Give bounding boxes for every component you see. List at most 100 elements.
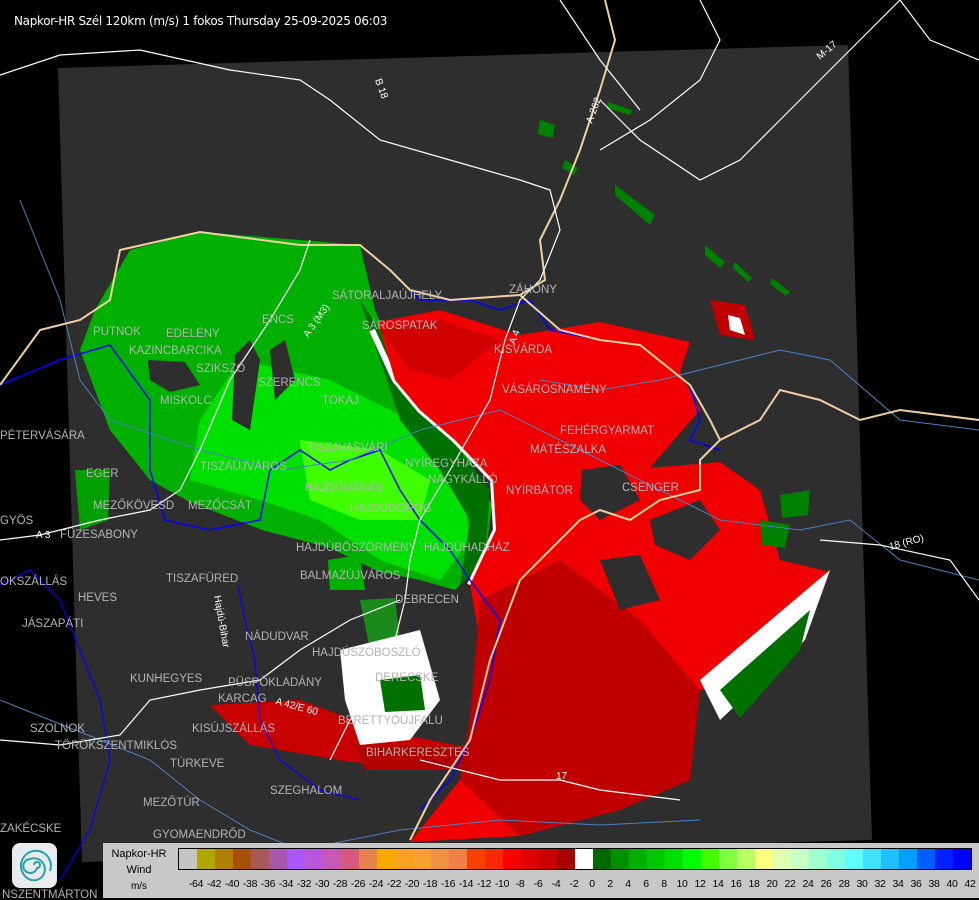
- legend-swatch: [395, 849, 413, 869]
- city-label: NYÍRBÁTOR: [506, 484, 573, 497]
- city-label: TÖRÖKSZENTMIKLÓS: [55, 739, 177, 752]
- legend-swatch: [341, 849, 359, 869]
- green-echo-region: [75, 232, 492, 650]
- legend-tick-label: -42: [206, 878, 222, 890]
- road-label: 18 (RO): [888, 533, 925, 553]
- legend-swatch: [215, 849, 233, 869]
- map-title: Napkor-HR Szél 120km (m/s) 1 fokos Thurs…: [14, 14, 388, 28]
- city-label: BALMAZÚJVÁROS: [300, 569, 401, 582]
- legend-swatch: [665, 849, 683, 869]
- city-label: KUNHEGYES: [130, 673, 203, 685]
- legend-tick-label: 4: [625, 878, 631, 890]
- legend-swatch: [701, 849, 719, 869]
- legend-tick-label: -18: [422, 878, 438, 890]
- country-border: [0, 0, 617, 386]
- legend-tick-label: 18: [748, 878, 760, 890]
- legend-swatch: [899, 849, 917, 869]
- legend-swatch: [611, 849, 629, 869]
- legend-swatch: [791, 849, 809, 869]
- city-label: SZEGHALOM: [270, 785, 342, 797]
- legend-color-bar: [178, 848, 972, 870]
- city-label: TÚRKEVE: [170, 757, 225, 770]
- city-label: CSENGER: [622, 482, 679, 494]
- legend-swatch: [863, 849, 881, 869]
- legend-swatch: [683, 849, 701, 869]
- city-label: KAZINCBARCIKA: [129, 345, 222, 357]
- legend-unit: m/s: [130, 881, 148, 892]
- roads: [0, 0, 979, 801]
- legend-tick-label: 12: [694, 878, 706, 890]
- legend-tick-label: 20: [766, 878, 778, 890]
- legend-tick-label: -24: [368, 878, 384, 890]
- legend-tick-label: 6: [643, 878, 649, 890]
- legend-tick-label: -36: [260, 878, 276, 890]
- city-label: HAJDÚNÁNÁS: [305, 481, 383, 494]
- city-label: NYÍREGYHÁZA: [405, 457, 488, 470]
- city-label: FÜZESABONY: [60, 529, 138, 541]
- legend-swatch: [827, 849, 845, 869]
- legend-tick-label: 26: [820, 878, 832, 890]
- city-label: SZIKSZÓ: [196, 362, 245, 375]
- legend-swatch: [845, 849, 863, 869]
- city-label: ZAKÉCSKE: [0, 822, 62, 835]
- legend-tick-label: 14: [712, 878, 724, 890]
- city-label: GYÖS: [0, 515, 34, 527]
- red-echo-region: [210, 300, 830, 842]
- city-label: MEZŐKÖVESD: [93, 498, 174, 512]
- city-label: TISZAFÜRED: [166, 573, 238, 585]
- legend-tick-label: -64: [188, 878, 204, 890]
- legend-swatch: [413, 849, 431, 869]
- legend-tick-label: -40: [224, 878, 240, 890]
- city-label: ENCS: [262, 314, 294, 326]
- legend-tick-label: 2: [607, 878, 613, 890]
- city-label: GYOMAENDRŐD: [153, 827, 246, 841]
- legend-tick-label: -26: [350, 878, 366, 890]
- legend-swatch: [719, 849, 737, 869]
- city-label: KISÚJSZÁLLÁS: [192, 722, 275, 735]
- road-label: 17: [556, 771, 568, 782]
- legend-tick-label: 24: [802, 878, 814, 890]
- city-label: KISVÁRDA: [494, 343, 552, 356]
- legend-tick-label: -14: [458, 878, 474, 890]
- city-label: SÁROSPATAK: [362, 319, 438, 332]
- legend-tick-label: -34: [278, 878, 294, 890]
- city-label: KARCAG: [218, 693, 267, 705]
- legend-swatch: [521, 849, 539, 869]
- legend-swatch: [917, 849, 935, 869]
- legend-tick-label: -20: [404, 878, 420, 890]
- city-label: HAJDÚBÖSZÖRMÉNY: [296, 541, 416, 554]
- city-label: NÁDUDVAR: [245, 630, 309, 643]
- legend-swatch: [197, 849, 215, 869]
- legend-swatch: [323, 849, 341, 869]
- legend-tick-label: 10: [676, 878, 688, 890]
- road-label: A 4: [507, 328, 522, 346]
- city-label: MEZŐCSÁT: [188, 498, 252, 512]
- color-legend: Napkor-HR Wind m/s -64 -42 -40 -38 -36 -34 -32…: [103, 843, 979, 898]
- legend-swatch: [503, 849, 521, 869]
- city-label: SZOLNOK: [30, 723, 85, 735]
- legend-swatch: [557, 849, 575, 869]
- legend-swatch: [269, 849, 287, 869]
- legend-tick-label: 8: [661, 878, 667, 890]
- legend-tick-label: 32: [874, 878, 886, 890]
- legend-tick-label: -2: [569, 878, 579, 890]
- legend-swatch: [287, 849, 305, 869]
- legend-tick-label: 16: [730, 878, 742, 890]
- legend-swatch: [647, 849, 665, 869]
- city-label: OKSZÁLLÁS: [0, 575, 67, 588]
- road-label: A 3: [36, 530, 51, 541]
- legend-tick-label: -10: [494, 878, 510, 890]
- legend-tick-label: 40: [946, 878, 958, 890]
- city-labels: SÁTORALJAÚJHELY SÁROSPATAK ZÁHONY KISVÁR…: [0, 283, 679, 900]
- country-border-south: [409, 439, 721, 841]
- city-label: FEHÉRGYARMAT: [560, 424, 654, 437]
- city-label: EDELÉNY: [166, 327, 220, 340]
- legend-swatch: [431, 849, 449, 869]
- legend-tick-label: -30: [314, 878, 330, 890]
- legend-swatch: [629, 849, 647, 869]
- legend-tick-label: 36: [910, 878, 922, 890]
- legend-tick-label: -8: [515, 878, 525, 890]
- legend-tick-label: -6: [533, 878, 543, 890]
- city-label: NSZENTMÁRTON: [2, 888, 97, 900]
